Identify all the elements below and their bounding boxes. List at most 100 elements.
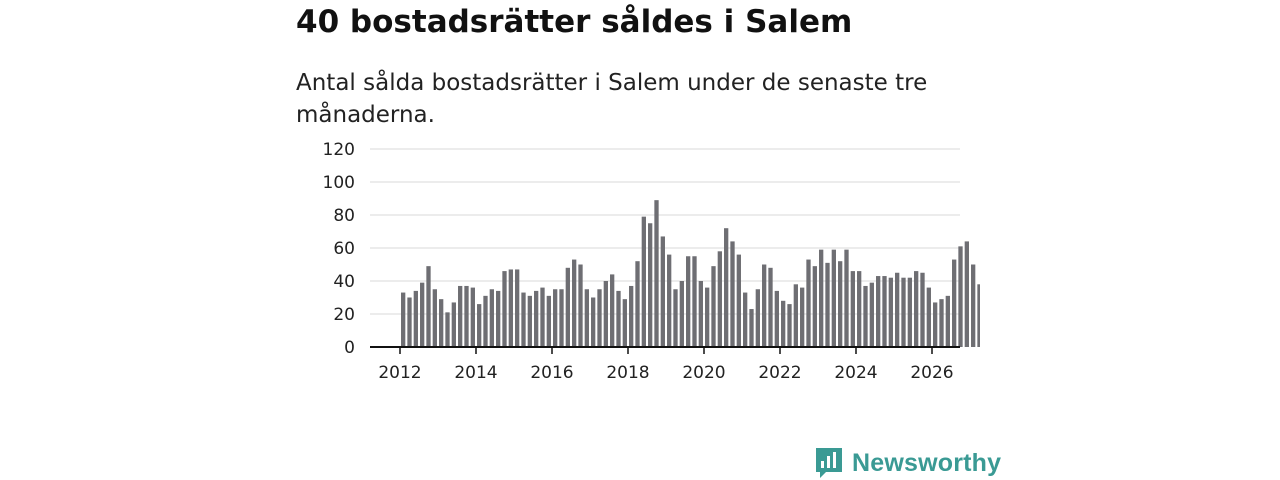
bar [787, 304, 792, 347]
x-tick-label: 2014 [454, 363, 497, 383]
y-tick-label: 60 [333, 239, 355, 259]
brand-name: Newsworthy [852, 448, 1002, 477]
bar [724, 228, 729, 347]
bar [717, 251, 722, 347]
y-tick-label: 80 [333, 206, 355, 226]
bar [768, 267, 773, 347]
bar [730, 241, 735, 347]
bar [926, 287, 931, 347]
bar [591, 297, 596, 347]
bar [774, 290, 779, 347]
bar [610, 274, 615, 347]
bar [698, 281, 703, 347]
x-tick-label: 2012 [378, 363, 421, 383]
bar [534, 290, 539, 347]
bar [559, 289, 564, 347]
bar [553, 289, 558, 347]
bar [508, 269, 513, 347]
bar [540, 287, 545, 347]
bar [781, 300, 786, 347]
x-tick-label: 2026 [910, 363, 953, 383]
bar [762, 264, 767, 347]
bar [578, 264, 583, 347]
bar [521, 292, 526, 347]
bar [952, 259, 957, 347]
bar [426, 266, 431, 347]
chart-title: 40 bostadsrätter såldes i Salem [296, 4, 853, 40]
bar [869, 282, 874, 347]
bar [641, 216, 646, 347]
bar [838, 261, 843, 347]
bar [464, 285, 469, 347]
bar [686, 256, 691, 347]
bar [483, 295, 488, 347]
chart-subtitle: Antal sålda bostadsrätter i Salem under … [296, 70, 928, 128]
bar [489, 289, 494, 347]
bar [603, 281, 608, 347]
bar [445, 312, 450, 347]
brand-logo: Newsworthy [814, 446, 1001, 480]
bar [401, 292, 406, 347]
bar [692, 256, 697, 347]
bar [527, 295, 532, 347]
newsworthy-logo-icon [816, 448, 842, 478]
bar [825, 262, 830, 347]
x-tick-label: 2020 [682, 363, 725, 383]
bar [800, 287, 805, 347]
bar [407, 297, 412, 347]
bar [597, 289, 602, 347]
bar [850, 271, 855, 347]
bar [964, 241, 969, 347]
bar [895, 272, 900, 347]
bar [939, 299, 944, 347]
x-tick-label: 2022 [758, 363, 801, 383]
bar [914, 271, 919, 347]
bar [470, 287, 475, 347]
bar [844, 249, 849, 347]
bar [933, 302, 938, 347]
bar [711, 266, 716, 347]
bar [629, 285, 634, 347]
bar [502, 271, 507, 347]
bar [812, 266, 817, 347]
bar [673, 289, 678, 347]
bar [920, 272, 925, 347]
bar [654, 200, 659, 347]
bar [888, 277, 893, 347]
bar [413, 290, 418, 347]
bar [420, 282, 425, 347]
bar [622, 299, 627, 347]
x-tick-label: 2016 [530, 363, 573, 383]
bar [648, 223, 653, 347]
bar [515, 269, 520, 347]
bar [565, 267, 570, 347]
bar [546, 295, 551, 347]
bar [901, 277, 906, 347]
bar [831, 249, 836, 347]
bar [755, 289, 760, 347]
bar [793, 284, 798, 347]
y-tick-label: 20 [333, 305, 355, 325]
x-tick-label: 2018 [606, 363, 649, 383]
bar [857, 271, 862, 347]
bar [749, 309, 754, 347]
bar [616, 290, 621, 347]
bar [863, 285, 868, 347]
bar [439, 299, 444, 347]
y-tick-label: 120 [323, 140, 355, 160]
y-tick-label: 100 [323, 173, 355, 193]
bar [736, 254, 741, 347]
bar [451, 302, 456, 347]
y-tick-label: 0 [344, 338, 355, 358]
bar [660, 236, 665, 347]
bar [635, 261, 640, 347]
bar [679, 281, 684, 347]
bar-chart: 0 20 40 60 80 100 120 2012 2014 2016 2018 2020 2022 2… [323, 140, 980, 383]
bar [432, 289, 437, 347]
bar [876, 276, 881, 347]
bar [496, 290, 501, 347]
bar [977, 284, 980, 347]
bar [572, 259, 577, 347]
bar [945, 295, 950, 347]
bar [743, 292, 748, 347]
